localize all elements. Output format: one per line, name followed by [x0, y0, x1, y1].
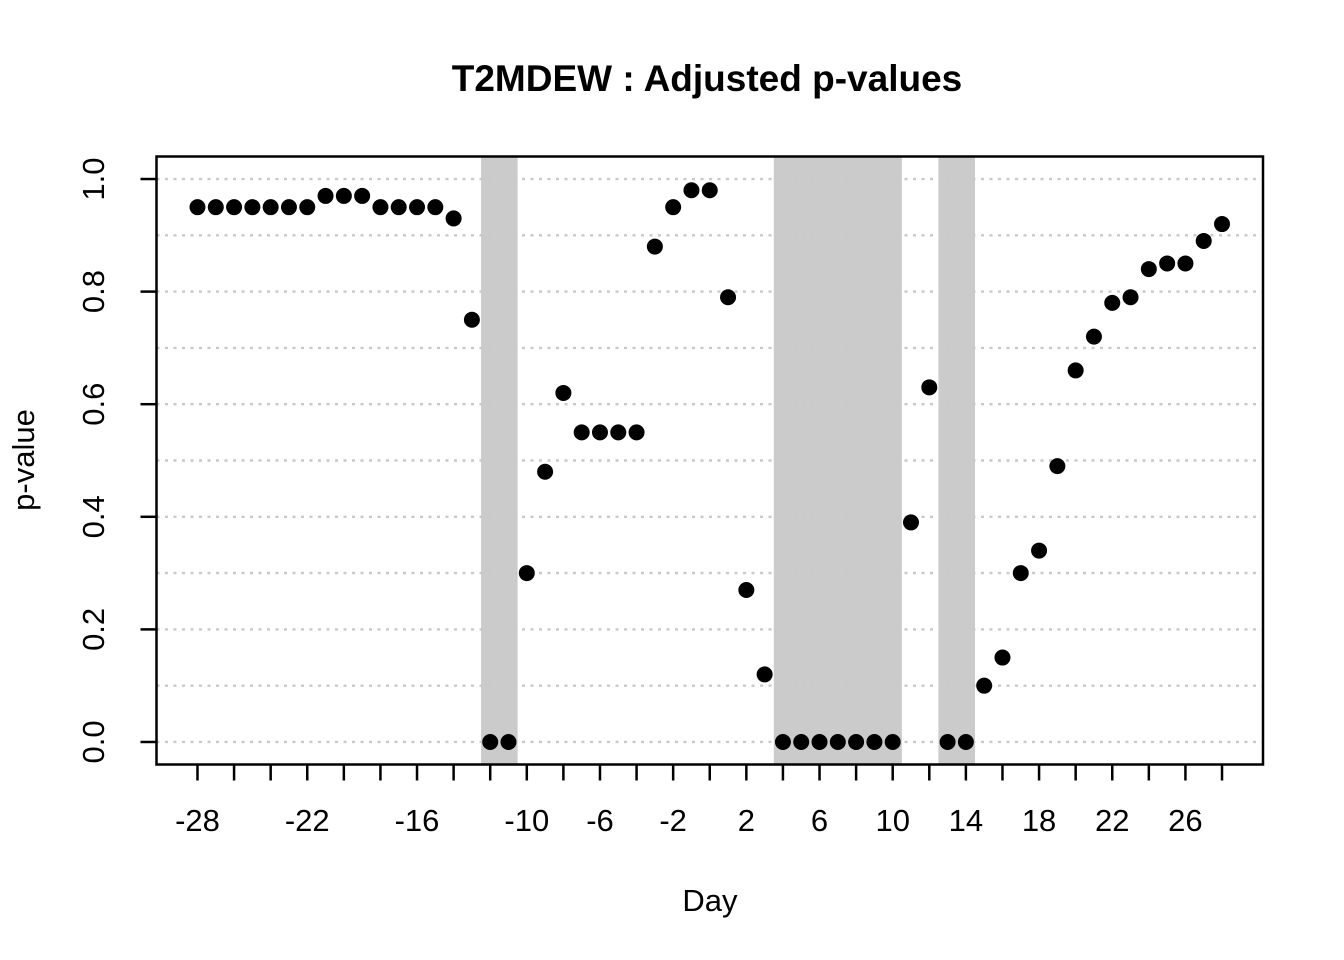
- data-point: [189, 199, 206, 216]
- data-point: [720, 289, 737, 306]
- data-point: [921, 379, 938, 396]
- data-point: [482, 733, 499, 750]
- data-point: [463, 311, 480, 328]
- data-point: [555, 384, 572, 401]
- data-point: [610, 424, 627, 441]
- y-tick-label: 0.4: [76, 495, 111, 538]
- data-point: [1012, 565, 1029, 582]
- data-point: [372, 199, 389, 216]
- data-point: [1214, 216, 1231, 233]
- x-tick-label: 6: [811, 803, 828, 838]
- data-point: [207, 199, 224, 216]
- data-point: [299, 199, 316, 216]
- data-point: [628, 424, 645, 441]
- data-point: [701, 182, 718, 199]
- data-point: [848, 733, 865, 750]
- data-point: [409, 199, 426, 216]
- data-point: [244, 199, 261, 216]
- x-tick-label: 14: [949, 803, 983, 838]
- data-point: [1067, 362, 1084, 379]
- x-tick-label: 18: [1022, 803, 1056, 838]
- data-point: [591, 424, 608, 441]
- data-point: [280, 199, 297, 216]
- x-tick-label: 26: [1168, 803, 1202, 838]
- data-point: [445, 210, 462, 227]
- data-point: [756, 666, 773, 683]
- y-tick-label: 0.6: [76, 383, 111, 426]
- data-point: [829, 733, 846, 750]
- data-point: [774, 733, 791, 750]
- data-point: [537, 463, 554, 480]
- chart-title: T2MDEW : Adjusted p-values: [452, 58, 963, 99]
- data-point: [957, 733, 974, 750]
- chart-layers: -28 -22 -16 -10 -6 -2 2 6 10 14 18 22 260.00.20.40.6…: [76, 155, 1265, 838]
- x-tick-label: -6: [586, 803, 614, 838]
- data-point: [738, 581, 755, 598]
- data-point: [262, 199, 279, 216]
- x-tick-label: 22: [1095, 803, 1129, 838]
- data-point: [335, 187, 352, 204]
- x-axis-title: Day: [682, 883, 738, 918]
- data-point: [1177, 255, 1194, 272]
- data-point: [1159, 255, 1176, 272]
- data-point: [354, 187, 371, 204]
- x-tick-label: -28: [175, 803, 220, 838]
- data-point: [793, 733, 810, 750]
- data-point: [573, 424, 590, 441]
- x-tick-label: -10: [504, 803, 549, 838]
- data-point: [683, 182, 700, 199]
- y-tick-label: 0.2: [76, 608, 111, 651]
- y-axis-title: p-value: [6, 409, 41, 511]
- x-tick-label: 2: [738, 803, 755, 838]
- data-point: [976, 677, 993, 694]
- data-point: [1031, 542, 1048, 559]
- data-point: [317, 187, 334, 204]
- data-point: [994, 649, 1011, 666]
- data-point: [390, 199, 407, 216]
- y-tick-label: 1.0: [76, 157, 111, 200]
- data-point: [1195, 232, 1212, 249]
- x-tick-label: -22: [285, 803, 330, 838]
- x-tick-label: -2: [659, 803, 687, 838]
- data-point: [427, 199, 444, 216]
- data-point: [518, 565, 535, 582]
- data-point: [884, 733, 901, 750]
- data-point: [811, 733, 828, 750]
- y-tick-label: 0.8: [76, 270, 111, 313]
- data-point: [646, 238, 663, 255]
- data-point: [1085, 328, 1102, 345]
- data-point: [866, 733, 883, 750]
- data-point: [226, 199, 243, 216]
- x-tick-label: -16: [395, 803, 440, 838]
- data-point: [1049, 458, 1066, 475]
- x-tick-label: 10: [875, 803, 909, 838]
- data-point: [1122, 289, 1139, 306]
- y-tick-label: 0.0: [76, 720, 111, 763]
- data-point: [500, 733, 517, 750]
- data-point: [902, 514, 919, 531]
- data-point: [1140, 261, 1157, 278]
- data-point: [939, 733, 956, 750]
- data-point: [665, 199, 682, 216]
- data-point: [1104, 294, 1121, 311]
